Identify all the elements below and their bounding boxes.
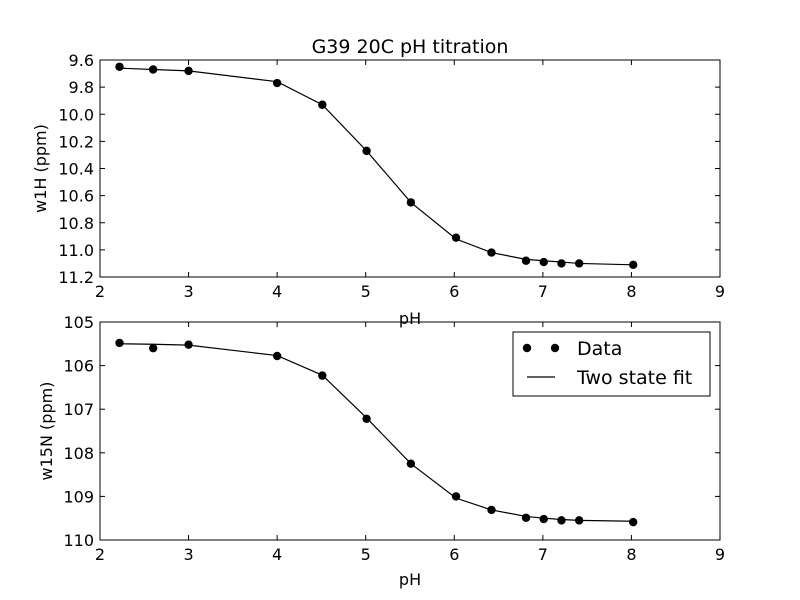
y-tick-label: 9.8 [69,78,94,97]
data-point [539,257,548,267]
y-tick-label: 10.2 [58,132,94,151]
x-tick-label: 4 [272,282,282,301]
x-tick-label: 8 [626,545,636,564]
data-point [362,414,371,423]
data-point [557,516,566,525]
x-tick-label: 6 [449,282,459,301]
y-axis-label: w1H (ppm) [31,124,50,213]
legend-label-fit: Two state fit [576,367,692,389]
y-tick-label: 10.4 [58,160,94,179]
data-point [521,513,531,522]
x-tick-label: 8 [626,282,636,301]
y-tick-label: 106 [63,357,94,376]
data-point [521,256,531,265]
data-point [362,146,371,156]
data-point [557,259,566,268]
x-axis-label: pH [399,570,421,589]
x-tick-label: 4 [272,545,282,564]
data-point [451,492,461,501]
x-tick-label: 2 [95,545,105,564]
chart-panels: 2 3 4 5 6 7 8 9 9.6 9.8 10.0 10.2 10.4 10.6 10.8 11.0 11… [31,36,725,589]
chart-title: G39 20C pH titration [312,36,509,58]
data-point [184,66,193,76]
x-tick-label: 7 [538,282,548,301]
data-point [406,459,416,468]
chart-legend: Data Two state fit [512,331,711,397]
axes-frame [99,321,721,541]
y-tick-label: 110 [63,531,94,550]
data-point [115,338,124,348]
chart-panel-1: 2 3 4 5 6 7 8 9 9.6 9.8 10.0 10.2 10.4 10.6 10.8 11.0 11… [31,36,725,328]
y-tick-label: 10.0 [58,105,94,124]
data-point [629,260,638,269]
data-point [148,65,158,74]
x-tick-label: 9 [715,282,725,301]
data-point [629,517,638,527]
data-point [574,516,584,525]
x-tick-label: 2 [95,282,105,301]
data-point [184,340,193,349]
x-tick-label: 9 [715,545,725,564]
chart-panel-2: 2 3 4 5 6 7 8 9 105 106 107 108 109 110 pH w15N (ppm) Da… [37,313,725,589]
y-tick-label: 109 [63,487,94,506]
data-point [115,62,124,71]
legend-box [512,331,711,397]
data-point [539,514,548,524]
y-tick-label: 11.0 [58,241,94,260]
data-point [406,198,416,207]
data-point [148,343,158,353]
y-tick-label: 105 [63,313,94,332]
axes-frame [99,59,721,278]
x-axis-label: pH [399,309,421,328]
x-tick-label: 6 [449,545,459,564]
y-tick-label: 10.6 [58,187,94,206]
legend-marker [522,343,532,353]
data-point [318,100,327,109]
data-point [451,233,461,242]
data-point [487,505,496,515]
data-point [574,259,584,268]
data-point [487,248,496,257]
data-point [272,78,282,88]
legend-label-data: Data [577,338,622,360]
y-tick-label: 11.2 [58,268,94,287]
y-axis-label: w15N (ppm) [37,382,56,481]
y-tick-label: 107 [63,400,94,419]
y-tick-label: 10.8 [58,214,94,233]
x-tick-label: 3 [183,545,193,564]
x-tick-label: 5 [361,545,371,564]
y-tick-label: 9.6 [69,51,94,70]
data-point [272,351,282,361]
x-tick-label: 3 [183,282,193,301]
legend-marker [550,343,560,353]
data-point [318,371,327,380]
x-tick-label: 5 [361,282,371,301]
y-tick-label: 108 [63,444,94,463]
x-tick-label: 7 [538,545,548,564]
